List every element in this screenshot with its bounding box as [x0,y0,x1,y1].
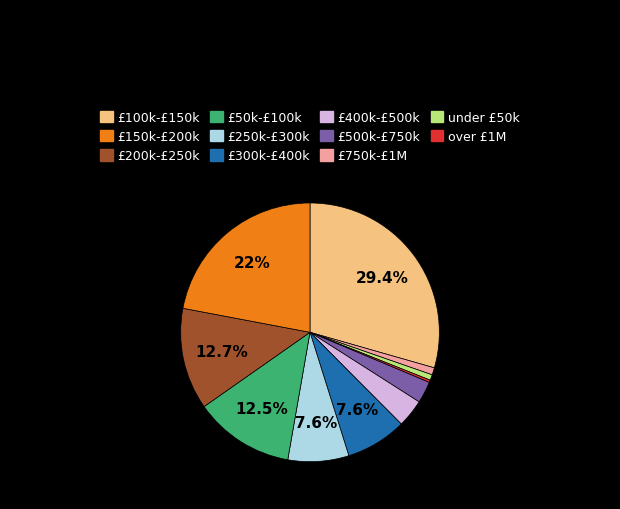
Wedge shape [310,333,432,380]
Wedge shape [204,333,310,460]
Text: 22%: 22% [234,256,270,271]
Text: 29.4%: 29.4% [356,271,409,286]
Text: 7.6%: 7.6% [336,403,378,417]
Wedge shape [310,333,419,424]
Wedge shape [310,333,401,456]
Wedge shape [310,333,429,402]
Wedge shape [288,333,349,462]
Wedge shape [310,204,440,368]
Legend: £100k-£150k, £150k-£200k, £200k-£250k, £50k-£100k, £250k-£300k, £300k-£400k, £40: £100k-£150k, £150k-£200k, £200k-£250k, £… [95,106,525,168]
Text: 12.7%: 12.7% [195,344,248,359]
Wedge shape [310,333,430,383]
Text: 7.6%: 7.6% [295,415,337,430]
Wedge shape [310,333,435,375]
Wedge shape [183,204,310,333]
Wedge shape [180,308,310,407]
Text: 12.5%: 12.5% [235,402,288,416]
